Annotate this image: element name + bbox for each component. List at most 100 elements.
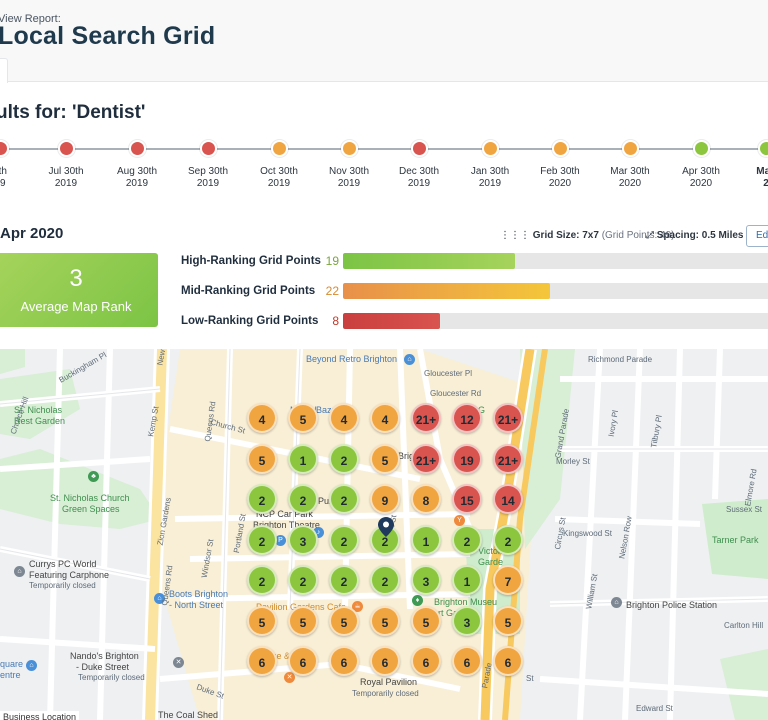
map-label-museum-2: Brighton Museu (434, 597, 498, 607)
grid-point[interactable]: 3 (452, 605, 482, 636)
map-label-nandos-1: Nando's Brighton (70, 651, 139, 661)
street-gloucester-pl: Gloucester Pl (424, 369, 473, 378)
grid-point[interactable]: 7 (493, 565, 523, 595)
parking-icon: P (275, 535, 286, 546)
grid-point[interactable]: 2 (247, 565, 277, 595)
grid-point[interactable]: 2 (329, 524, 359, 555)
cafe-icon: ☕ (352, 601, 363, 612)
map-label-nandos-3: Temporarily closed (78, 673, 145, 682)
grid-point[interactable]: 6 (247, 646, 277, 676)
timeline-label[interactable]: Aug 30th 2019 (102, 166, 172, 190)
grid-point[interactable]: 3 (288, 524, 318, 555)
grid-point[interactable]: 5 (370, 443, 400, 474)
grid-point[interactable]: 6 (329, 646, 359, 676)
restaurant-icon: ✕ (284, 672, 295, 683)
grid-point[interactable]: 6 (493, 646, 523, 676)
grid-point[interactable]: 21+ (493, 443, 523, 474)
edit-button[interactable]: Ed (746, 225, 768, 247)
grid-point[interactable]: 2 (329, 484, 359, 514)
grid-point[interactable]: 2 (452, 524, 482, 555)
grid-point[interactable]: 9 (370, 484, 400, 514)
grid-point[interactable]: 21+ (493, 403, 523, 433)
grid-point[interactable]: 15 (452, 484, 482, 514)
report-period: Apr 2020 (0, 225, 64, 242)
grid-point[interactable]: 2 (370, 565, 400, 595)
timeline-point[interactable] (482, 140, 499, 157)
map-label-ridge: Ridge & Fin (258, 651, 306, 661)
timeline-label[interactable]: Apr 30th 2020 (666, 166, 736, 190)
museum-icon: ♦ (412, 595, 423, 606)
grid-point[interactable]: 5 (493, 605, 523, 636)
timeline-label[interactable]: 0th19 (0, 166, 35, 190)
timeline-year: 2019 (267, 178, 291, 189)
business-location-pin-icon[interactable] (378, 517, 394, 537)
grid-point[interactable]: 6 (452, 646, 482, 676)
grid-point[interactable]: 5 (411, 605, 441, 636)
grid-point[interactable]: 1 (452, 565, 482, 595)
timeline-label[interactable]: Mar 30th 2020 (595, 166, 665, 190)
timeline-point[interactable] (271, 140, 288, 157)
store-icon: ⌂ (14, 566, 25, 577)
grid-point[interactable]: 12 (452, 403, 482, 433)
street-sussex-st: Sussex St (726, 505, 763, 514)
grid-point[interactable]: 19 (452, 443, 482, 474)
timeline-label[interactable]: Oct 30th 2019 (244, 166, 314, 190)
timeline-point[interactable] (693, 140, 710, 157)
timeline-point[interactable] (341, 140, 358, 157)
grid-point[interactable]: 6 (370, 646, 400, 676)
low-ranking-row: Low-Ranking Grid Points 8 (181, 313, 768, 331)
grid-point[interactable]: 5 (288, 605, 318, 636)
timeline-point[interactable] (552, 140, 569, 157)
timeline-month: Jan 30th (470, 166, 510, 177)
timeline-point[interactable] (758, 140, 768, 157)
mid-ranking-row: Mid-Ranking Grid Points 22 (181, 283, 768, 301)
grid-point[interactable]: 2 (288, 484, 318, 514)
low-ranking-label: Low-Ranking Grid Points (181, 315, 319, 327)
timeline-label[interactable]: Feb 30th 2020 (525, 166, 595, 190)
search-grid-map[interactable]: Beyond Retro Brighton ⌂ St. Nicholas Res… (0, 349, 768, 720)
grid-point[interactable]: 4 (329, 403, 359, 433)
grid-point[interactable]: 2 (370, 524, 400, 555)
grid-point[interactable]: 21+ (411, 443, 441, 474)
grid-point[interactable]: 2 (247, 524, 277, 555)
timeline-point[interactable] (0, 140, 9, 157)
grid-point[interactable]: 2 (329, 565, 359, 595)
timeline-point[interactable] (58, 140, 75, 157)
map-label-boots-2: - North Street (169, 600, 224, 610)
timeline-label[interactable]: Dec 30th 2019 (384, 166, 454, 190)
grid-point[interactable]: 4 (370, 403, 400, 433)
report-tab[interactable] (0, 58, 8, 83)
grid-point[interactable]: 5 (247, 605, 277, 636)
grid-point[interactable]: 6 (411, 646, 441, 676)
grid-point[interactable]: 2 (493, 524, 523, 555)
timeline-label[interactable]: Jan 30th 2019 (455, 166, 525, 190)
grid-point[interactable]: 2 (247, 484, 277, 514)
timeline-point[interactable] (622, 140, 639, 157)
grid-point[interactable]: 6 (288, 646, 318, 676)
report-header: View Report: Local Search Grid (0, 0, 768, 83)
low-ranking-bar (343, 313, 440, 329)
timeline-point[interactable] (411, 140, 428, 157)
grid-point[interactable]: 5 (288, 403, 318, 433)
grid-point[interactable]: 2 (329, 443, 359, 474)
timeline-point[interactable] (200, 140, 217, 157)
grid-point[interactable]: 8 (411, 484, 441, 514)
timeline-month: May (756, 166, 768, 177)
grid-point[interactable]: 1 (411, 524, 441, 555)
timeline-year: 19 (0, 178, 6, 189)
grid-point[interactable]: 21+ (411, 403, 441, 433)
grid-point[interactable]: 5 (329, 605, 359, 636)
grid-point[interactable]: 2 (288, 565, 318, 595)
timeline-label[interactable]: Jul 30th 2019 (31, 166, 101, 190)
timeline-label[interactable]: May2 (731, 166, 768, 190)
timeline-label[interactable]: Sep 30th 2019 (173, 166, 243, 190)
grid-point[interactable]: 4 (247, 403, 277, 433)
timeline-label[interactable]: Nov 30th 2019 (314, 166, 384, 190)
grid-point[interactable]: 5 (247, 443, 277, 474)
grid-point[interactable]: 3 (411, 565, 441, 595)
grid-point[interactable]: 5 (370, 605, 400, 636)
grid-point[interactable]: 1 (288, 443, 318, 474)
grid-point[interactable]: 14 (493, 484, 523, 514)
timeline-year: 2019 (407, 178, 431, 189)
timeline-point[interactable] (129, 140, 146, 157)
